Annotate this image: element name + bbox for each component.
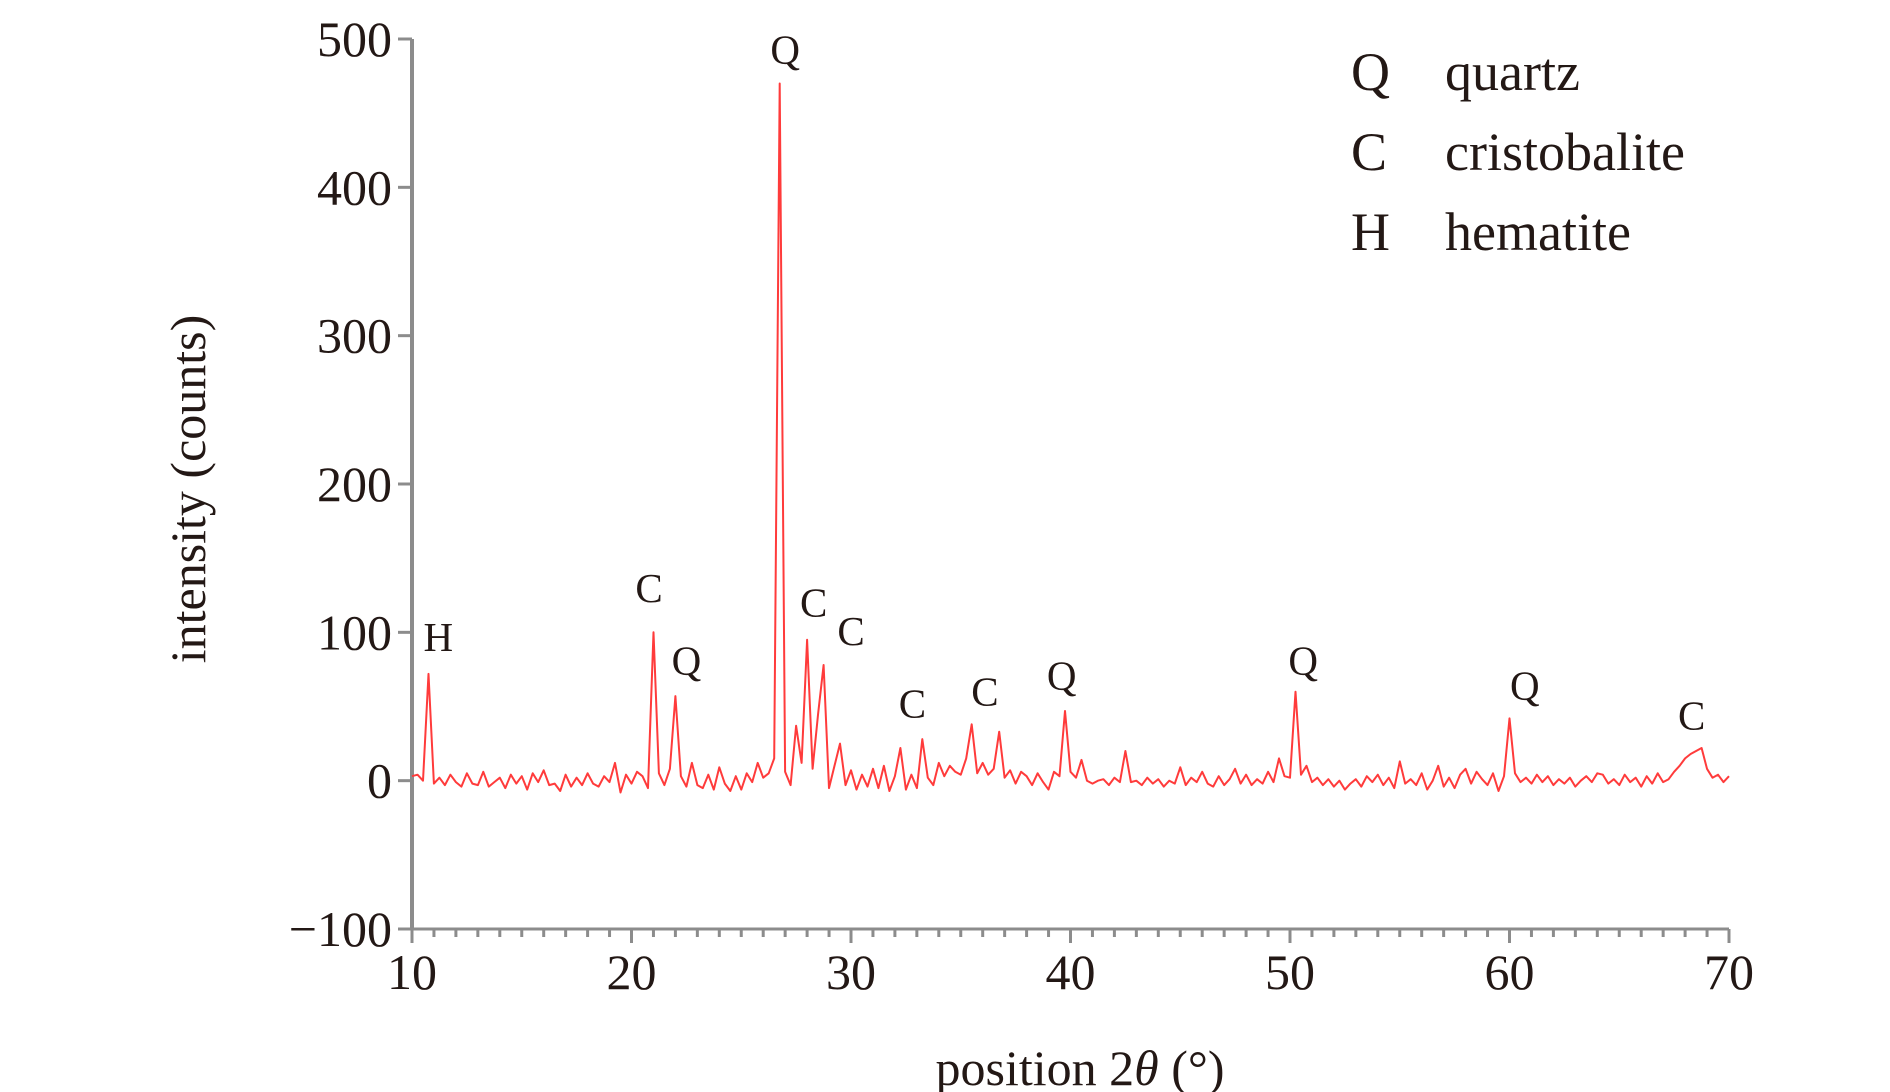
x-tick-label: 50 [1265,944,1315,1000]
peak-label-C: C [635,565,662,611]
peak-label-C: C [800,580,827,626]
peak-label-C: C [1678,692,1705,738]
x-axis-title: position 2θ (°) [936,1040,1225,1092]
y-tick-label: 300 [317,308,392,364]
y-tick-label: 200 [317,456,392,512]
x-tick-label: 40 [1046,944,1096,1000]
peak-label-C: C [899,681,926,727]
series-line-xrd [411,82,1730,794]
x-axis-title-post: (°) [1159,1040,1225,1092]
peak-label-C: C [971,669,998,715]
legend-symbol-cristobalite: C [1351,122,1387,182]
legend-symbol-hematite: H [1351,202,1390,262]
peak-label-Q: Q [1510,663,1540,709]
y-tick-label: 0 [367,753,392,809]
ticks: −100 0 100 200 300 400 500 10 20 30 40 50 60 70 [289,11,1754,1000]
legend-label-hematite: hematite [1445,202,1631,262]
peak-label-Q: Q [1047,652,1077,698]
x-axis-title-pre: position 2 [936,1040,1135,1092]
x-axis-title-theta: θ [1134,1040,1159,1092]
peak-label-Q: Q [672,638,702,684]
peak-label-Q: Q [1288,638,1318,684]
y-tick-label: 500 [317,11,392,67]
y-tick-label: 400 [317,159,392,215]
x-tick-label: 10 [387,944,437,1000]
legend-symbol-quartz: Q [1351,42,1390,102]
legend: Q quartz C cristobalite H hematite [1351,42,1685,262]
legend-label-quartz: quartz [1445,42,1580,102]
peak-label-Q: Q [770,26,800,72]
y-tick-label: 100 [317,604,392,660]
y-tick-label: −100 [289,901,392,957]
x-tick-label: 30 [826,944,876,1000]
x-tick-label: 70 [1704,944,1754,1000]
legend-label-cristobalite: cristobalite [1445,122,1685,182]
peak-label-C: C [837,608,864,654]
peak-label-H: H [424,614,454,660]
y-axis-title: intensity (counts) [160,315,216,664]
x-tick-label: 20 [607,944,657,1000]
x-tick-label: 60 [1485,944,1535,1000]
